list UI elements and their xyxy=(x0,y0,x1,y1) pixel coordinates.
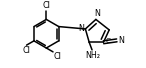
Text: NH₂: NH₂ xyxy=(86,51,100,60)
Text: Cl: Cl xyxy=(53,52,61,61)
Text: C: C xyxy=(106,38,111,44)
Text: N: N xyxy=(94,9,100,18)
Text: Cl: Cl xyxy=(22,46,30,55)
Text: N: N xyxy=(78,24,84,33)
Text: N: N xyxy=(118,36,124,45)
Text: Cl: Cl xyxy=(42,1,50,10)
